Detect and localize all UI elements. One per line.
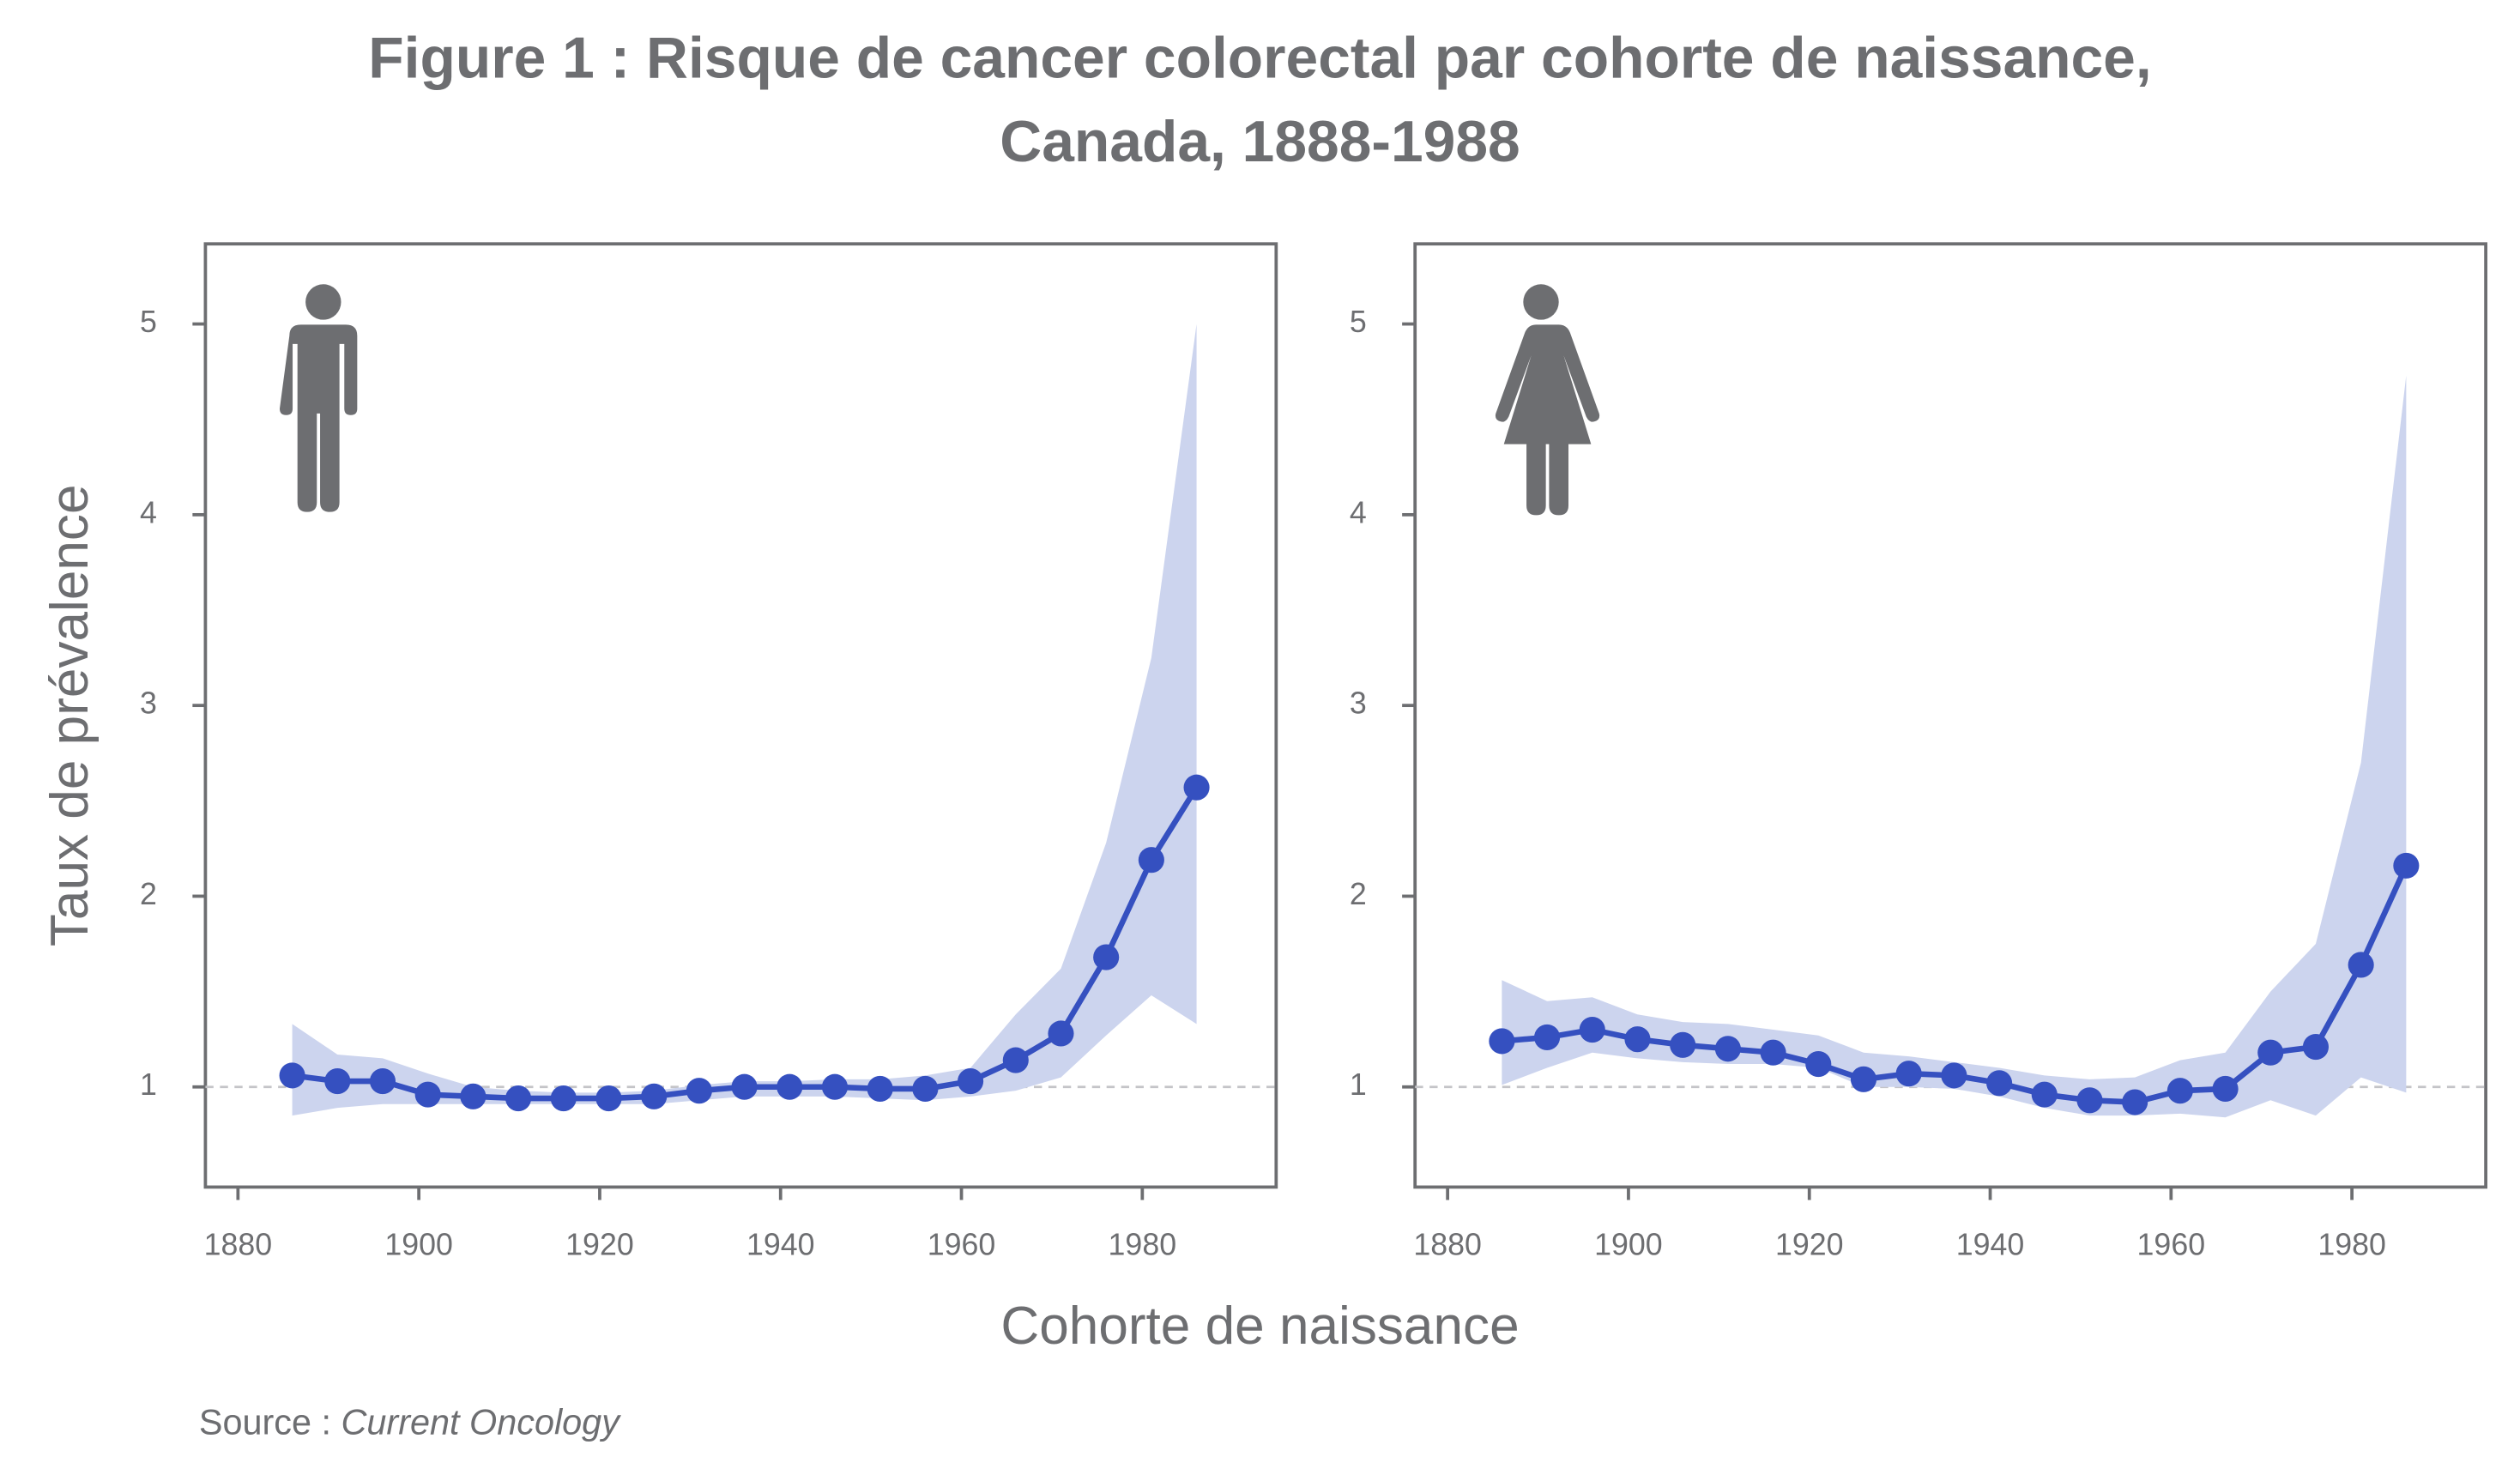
data-point: [324, 1068, 351, 1095]
y-tick-label: 4: [1350, 495, 1367, 529]
data-point: [686, 1078, 712, 1104]
data-point: [279, 1062, 305, 1089]
x-tick-label: 1980: [2318, 1228, 2386, 1262]
icon: [279, 324, 358, 512]
y-tick-label: 3: [1350, 686, 1367, 721]
y-tick-label: 1: [1350, 1067, 1367, 1102]
confidence-band: [1502, 375, 2407, 1118]
data-point: [2257, 1039, 2284, 1066]
icon: [305, 284, 341, 320]
y-tick-label: 5: [140, 305, 157, 339]
data-point: [1489, 1028, 1515, 1055]
x-tick-label: 1920: [1775, 1228, 1844, 1262]
x-tick-label: 1960: [2137, 1228, 2206, 1262]
plot-frame: [203, 242, 1278, 1189]
data-point: [369, 1068, 396, 1095]
data-point: [912, 1075, 939, 1103]
x-tick-label: 1980: [1109, 1228, 1177, 1262]
panel: 1 2 3 4 5 1880 1900 1920 1940 1960 1980: [1350, 242, 2487, 1262]
data-point: [1760, 1039, 1786, 1066]
data-point: [1534, 1024, 1561, 1050]
icon: [1523, 284, 1559, 320]
data-point: [2212, 1075, 2239, 1103]
source-name: Current Oncology: [341, 1402, 622, 1442]
data-point: [550, 1085, 577, 1112]
data-point: [1941, 1062, 1967, 1089]
data-point: [1670, 1031, 1696, 1058]
confidence-band: [292, 323, 1197, 1116]
y-tick-label: 4: [140, 495, 157, 529]
data-point: [1183, 774, 1210, 801]
data-point: [958, 1068, 984, 1095]
data-point: [2166, 1078, 2193, 1104]
data-point: [460, 1083, 486, 1109]
data-point: [821, 1073, 849, 1100]
data-point: [1093, 944, 1120, 970]
data-point: [1850, 1066, 1877, 1092]
title: Canada, 1888-1988: [1000, 110, 1520, 174]
data-point: [867, 1075, 893, 1103]
x-tick-label: 1920: [565, 1228, 634, 1262]
data-point: [595, 1085, 622, 1112]
x-tick-label: 1900: [1594, 1228, 1663, 1262]
y-tick-label: 3: [140, 686, 157, 721]
x-tick-label: 1900: [384, 1228, 453, 1262]
y-tick-label: 2: [140, 877, 157, 911]
data-point: [1138, 847, 1164, 873]
y-tick-label: 1: [140, 1067, 157, 1102]
data-point: [2122, 1089, 2148, 1115]
data-point: [2348, 952, 2374, 978]
data-point: [2076, 1087, 2103, 1114]
source-prefix: Source :: [199, 1402, 331, 1442]
data-point: [2031, 1081, 2058, 1108]
x-tick-label: 1940: [1956, 1228, 2025, 1262]
x-tick-label: 1960: [928, 1228, 996, 1262]
panel: 1 2 3 4 5 1880 1900 1920 1940 1960 1980: [140, 242, 1278, 1262]
data-point: [1986, 1070, 2013, 1097]
x-tick-label: 1880: [204, 1228, 273, 1262]
y-axis-label: Taux de prévalence: [40, 485, 100, 947]
x-tick-label: 1880: [1413, 1228, 1482, 1262]
data-point: [1048, 1020, 1074, 1047]
y-tick-label: 2: [1350, 877, 1367, 911]
data-point: [414, 1081, 441, 1108]
data-point: [1002, 1047, 1029, 1073]
source: Source : Current Oncology: [199, 1402, 621, 1442]
data-point: [1805, 1051, 1832, 1078]
data-point: [641, 1083, 668, 1109]
data-point: [1624, 1026, 1651, 1053]
data-point: [1895, 1061, 1922, 1087]
x-axis-label: Cohorte de naissance: [1000, 1297, 1519, 1356]
y-tick-label: 5: [1350, 305, 1367, 339]
data-point: [2302, 1033, 2330, 1061]
data-point: [1579, 1016, 1605, 1043]
data-point: [731, 1073, 758, 1100]
data-point: [2393, 852, 2420, 879]
icon: [1495, 324, 1600, 516]
title: Figure 1 : Risque de cancer colorectal p…: [368, 26, 2151, 90]
data-point: [777, 1073, 803, 1100]
x-tick-label: 1940: [746, 1228, 815, 1262]
data-point: [505, 1085, 532, 1112]
data-point: [1714, 1036, 1741, 1062]
plot-frame: [1413, 242, 2487, 1189]
